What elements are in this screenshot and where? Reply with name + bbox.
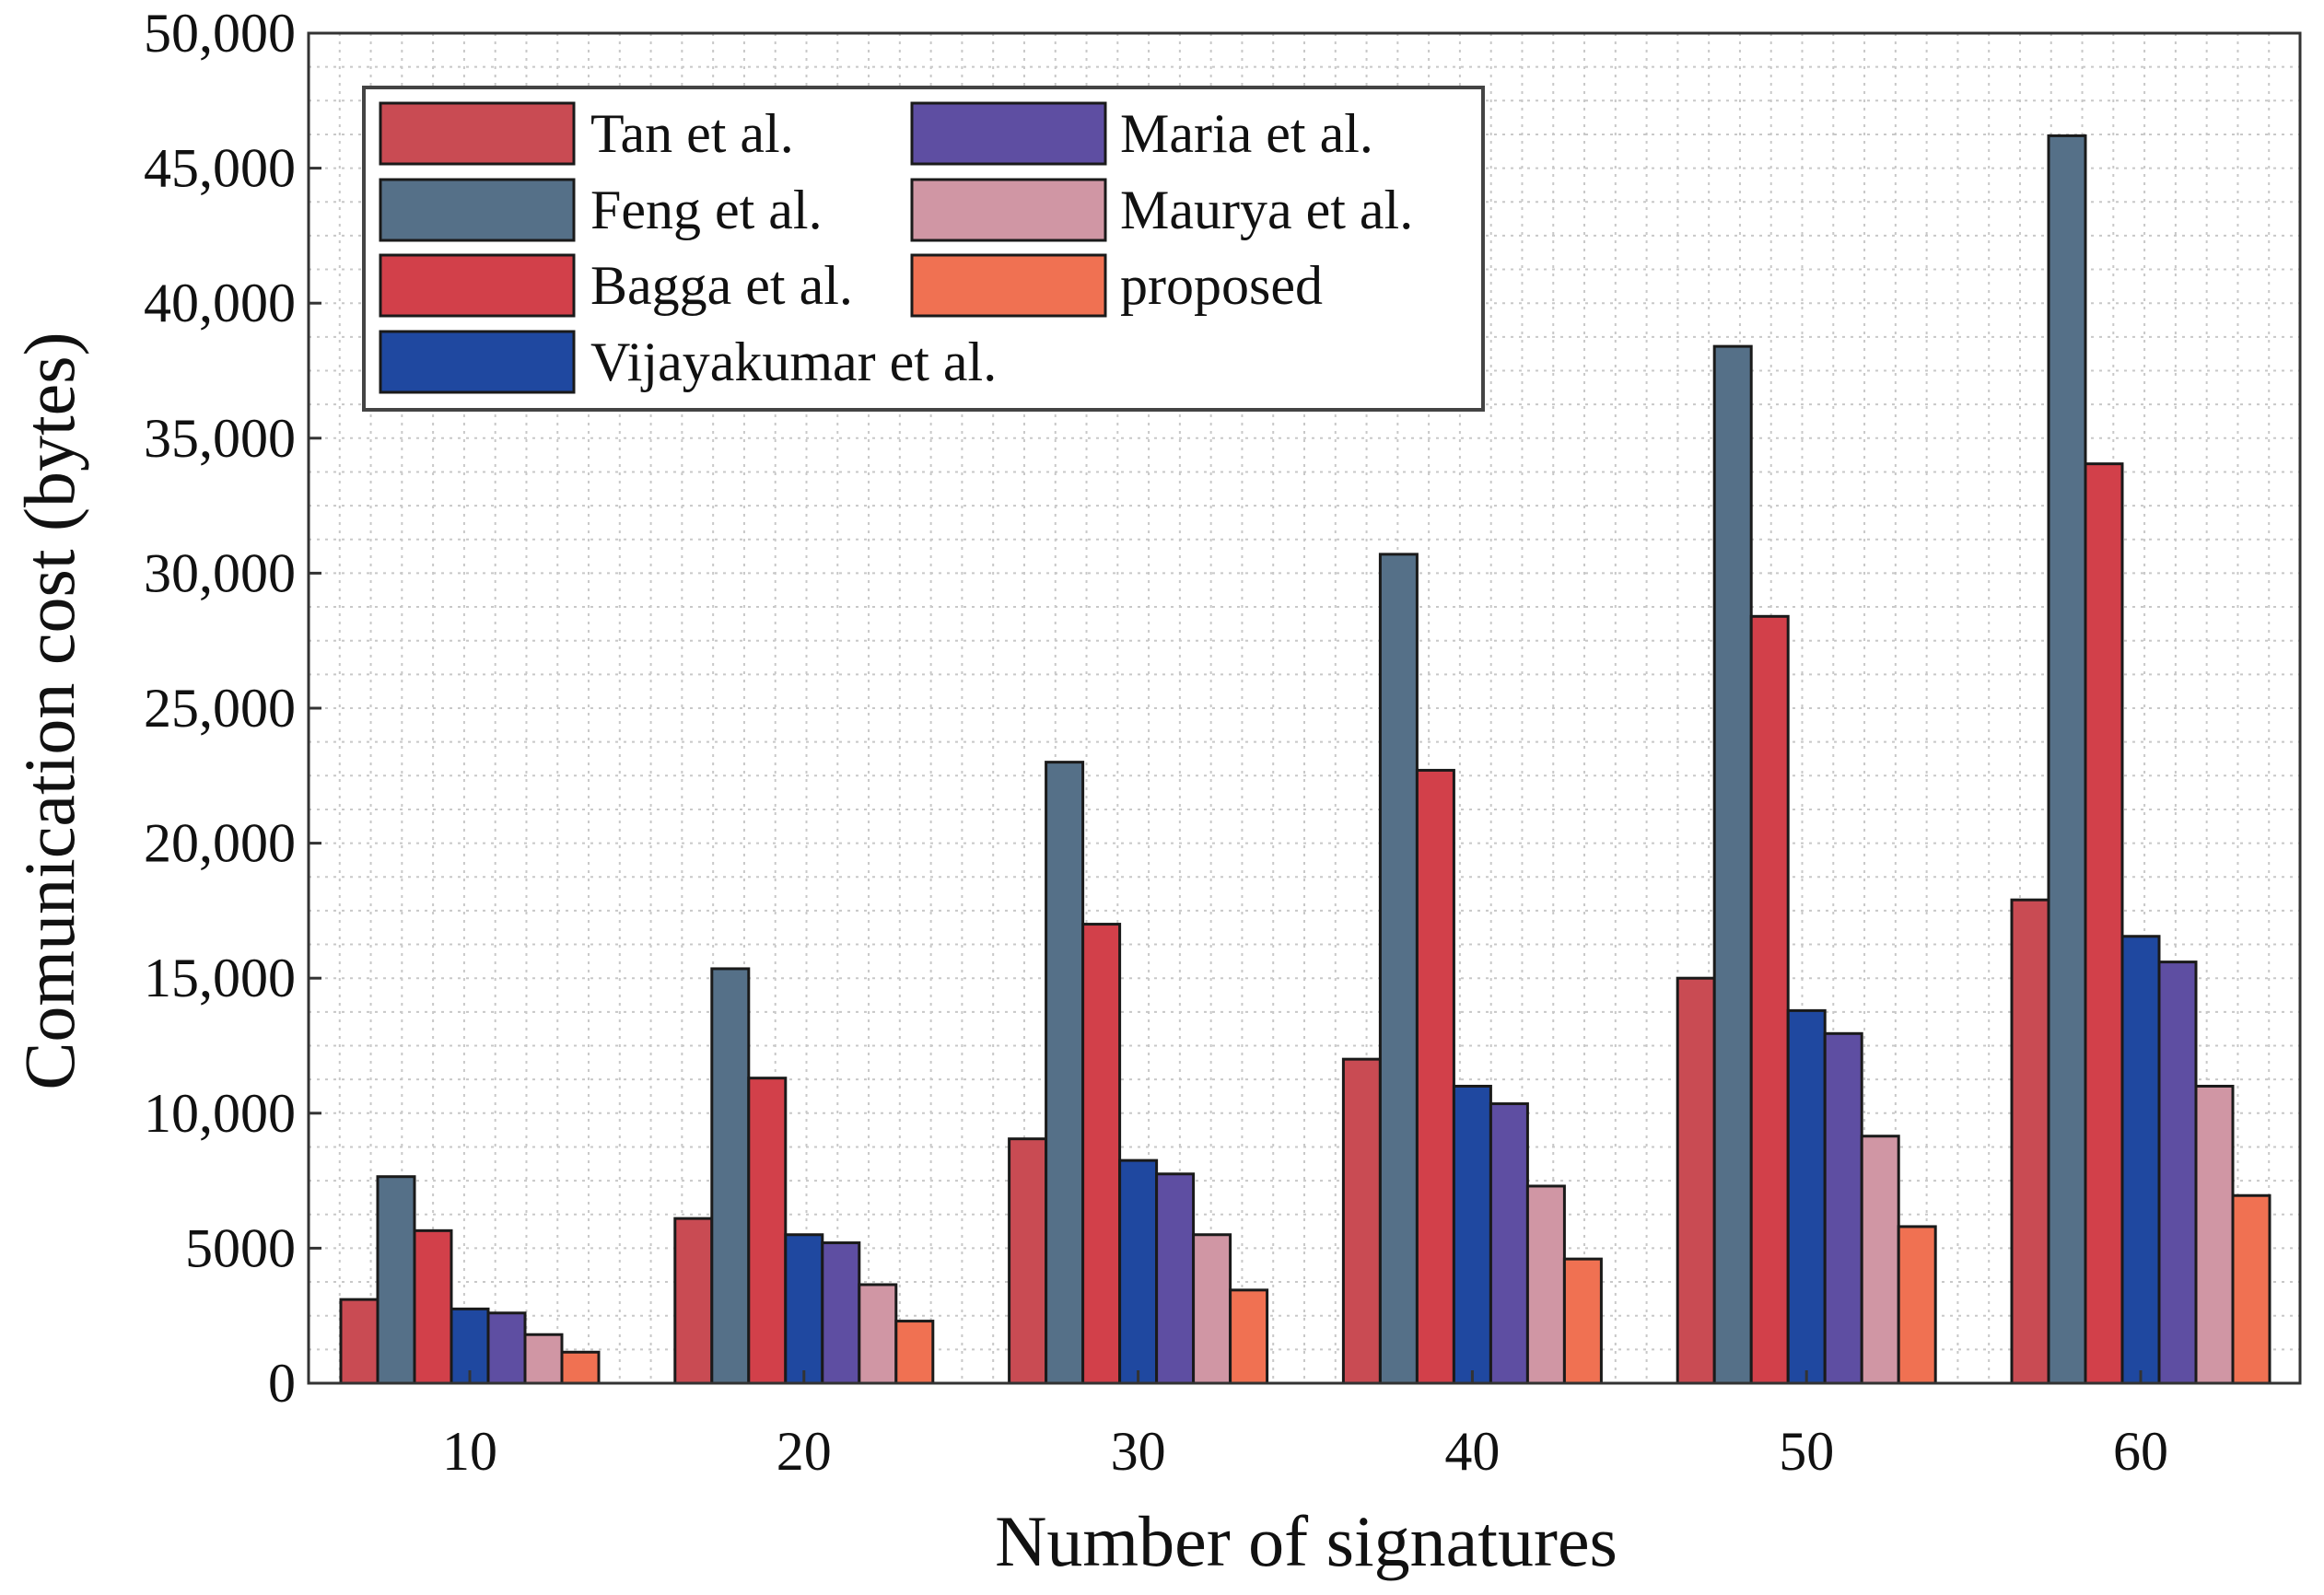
bar xyxy=(1045,761,1085,1385)
y-tick-label: 10,000 xyxy=(144,1083,296,1144)
legend-swatch xyxy=(910,253,1107,318)
bar xyxy=(1897,1225,1937,1385)
bar xyxy=(1081,923,1122,1385)
x-tick-label: 30 xyxy=(1111,1421,1166,1482)
y-tick-label: 50,000 xyxy=(144,3,296,64)
bar xyxy=(1676,976,1716,1385)
legend-item: Vijayakumar et al. xyxy=(379,330,997,394)
bar xyxy=(2231,1193,2271,1385)
y-tick-label: 30,000 xyxy=(144,542,296,603)
bars xyxy=(339,134,2271,1385)
legend: Tan et al. Feng et al. Bagga et al. Vijayak… xyxy=(362,86,1485,412)
legend-item: Feng et al. xyxy=(379,178,823,242)
bar xyxy=(1415,768,1455,1385)
bar xyxy=(784,1233,824,1385)
bar xyxy=(486,1311,527,1385)
bar xyxy=(1192,1233,1232,1385)
bar xyxy=(1860,1135,1900,1385)
bar xyxy=(1341,1057,1382,1385)
bar xyxy=(1229,1288,1269,1385)
bar xyxy=(2010,898,2050,1385)
legend-label: Vijayakumar et al. xyxy=(590,332,997,392)
bar xyxy=(1155,1172,1196,1385)
legend-label: Maurya et al. xyxy=(1120,180,1413,240)
bar xyxy=(2157,960,2198,1385)
legend-item: Bagga et al. xyxy=(379,253,853,318)
bar xyxy=(1452,1084,1492,1385)
bar xyxy=(894,1320,935,1385)
y-axis-title: Comunication cost (bytes) xyxy=(9,332,89,1089)
legend-label: Feng et al. xyxy=(590,180,823,240)
bar xyxy=(523,1333,564,1385)
x-tick-labels: 10 20 30 40 50 60 xyxy=(442,1421,2168,1482)
bar xyxy=(376,1175,416,1385)
x-axis-title: Number of signatures xyxy=(995,1501,1617,1581)
bar xyxy=(1562,1257,1603,1385)
x-tick-label: 10 xyxy=(442,1421,497,1482)
x-tick-label: 50 xyxy=(1779,1421,1834,1482)
bar xyxy=(1823,1031,1863,1385)
bar xyxy=(1378,553,1419,1385)
legend-label: Bagga et al. xyxy=(590,255,853,316)
bar xyxy=(1525,1184,1566,1385)
x-tick-label: 20 xyxy=(777,1421,832,1482)
x-tick-label: 40 xyxy=(1444,1421,1500,1482)
legend-swatch xyxy=(379,253,576,318)
bar xyxy=(858,1283,898,1385)
bar xyxy=(747,1077,788,1385)
bar xyxy=(560,1350,601,1385)
bar xyxy=(1118,1158,1159,1385)
y-tick-label: 5000 xyxy=(185,1217,296,1278)
bar xyxy=(710,967,751,1385)
legend-label: Tan et al. xyxy=(590,103,794,164)
bar xyxy=(1489,1102,1529,1385)
y-tick-label: 0 xyxy=(268,1353,296,1414)
axes xyxy=(307,31,2302,1385)
x-tick-label: 60 xyxy=(2113,1421,2168,1482)
legend-item: Maurya et al. xyxy=(910,178,1413,242)
bar xyxy=(2047,134,2087,1385)
bar xyxy=(2194,1084,2235,1385)
legend-label: proposed xyxy=(1120,255,1323,316)
y-tick-labels: 0 5000 10,000 15,000 20,000 25,000 30,000 35,00… xyxy=(144,3,296,1414)
legend-swatch xyxy=(910,101,1107,166)
y-tick-label: 45,000 xyxy=(144,138,296,199)
legend-item: Maria et al. xyxy=(910,101,1373,166)
bar xyxy=(413,1228,453,1385)
y-tick-label: 20,000 xyxy=(144,813,296,874)
legend-swatch xyxy=(379,101,576,166)
bar xyxy=(1786,1008,1827,1385)
legend-swatch xyxy=(910,178,1107,242)
bar xyxy=(673,1217,714,1385)
y-tick-label: 25,000 xyxy=(144,678,296,739)
legend-swatch xyxy=(379,178,576,242)
y-tick-label: 35,000 xyxy=(144,408,296,469)
bar xyxy=(1749,614,1790,1385)
bar xyxy=(2120,935,2161,1385)
legend-item: proposed xyxy=(910,253,1323,318)
legend-swatch xyxy=(379,330,576,394)
bar xyxy=(2084,462,2124,1385)
legend-item: Tan et al. xyxy=(379,101,794,166)
y-tick-label: 40,000 xyxy=(144,273,296,333)
bar xyxy=(1008,1137,1048,1385)
bar xyxy=(821,1241,861,1385)
bar xyxy=(339,1298,380,1385)
y-tick-label: 15,000 xyxy=(144,948,296,1008)
legend-label: Maria et al. xyxy=(1120,103,1373,164)
bar xyxy=(1712,344,1753,1385)
